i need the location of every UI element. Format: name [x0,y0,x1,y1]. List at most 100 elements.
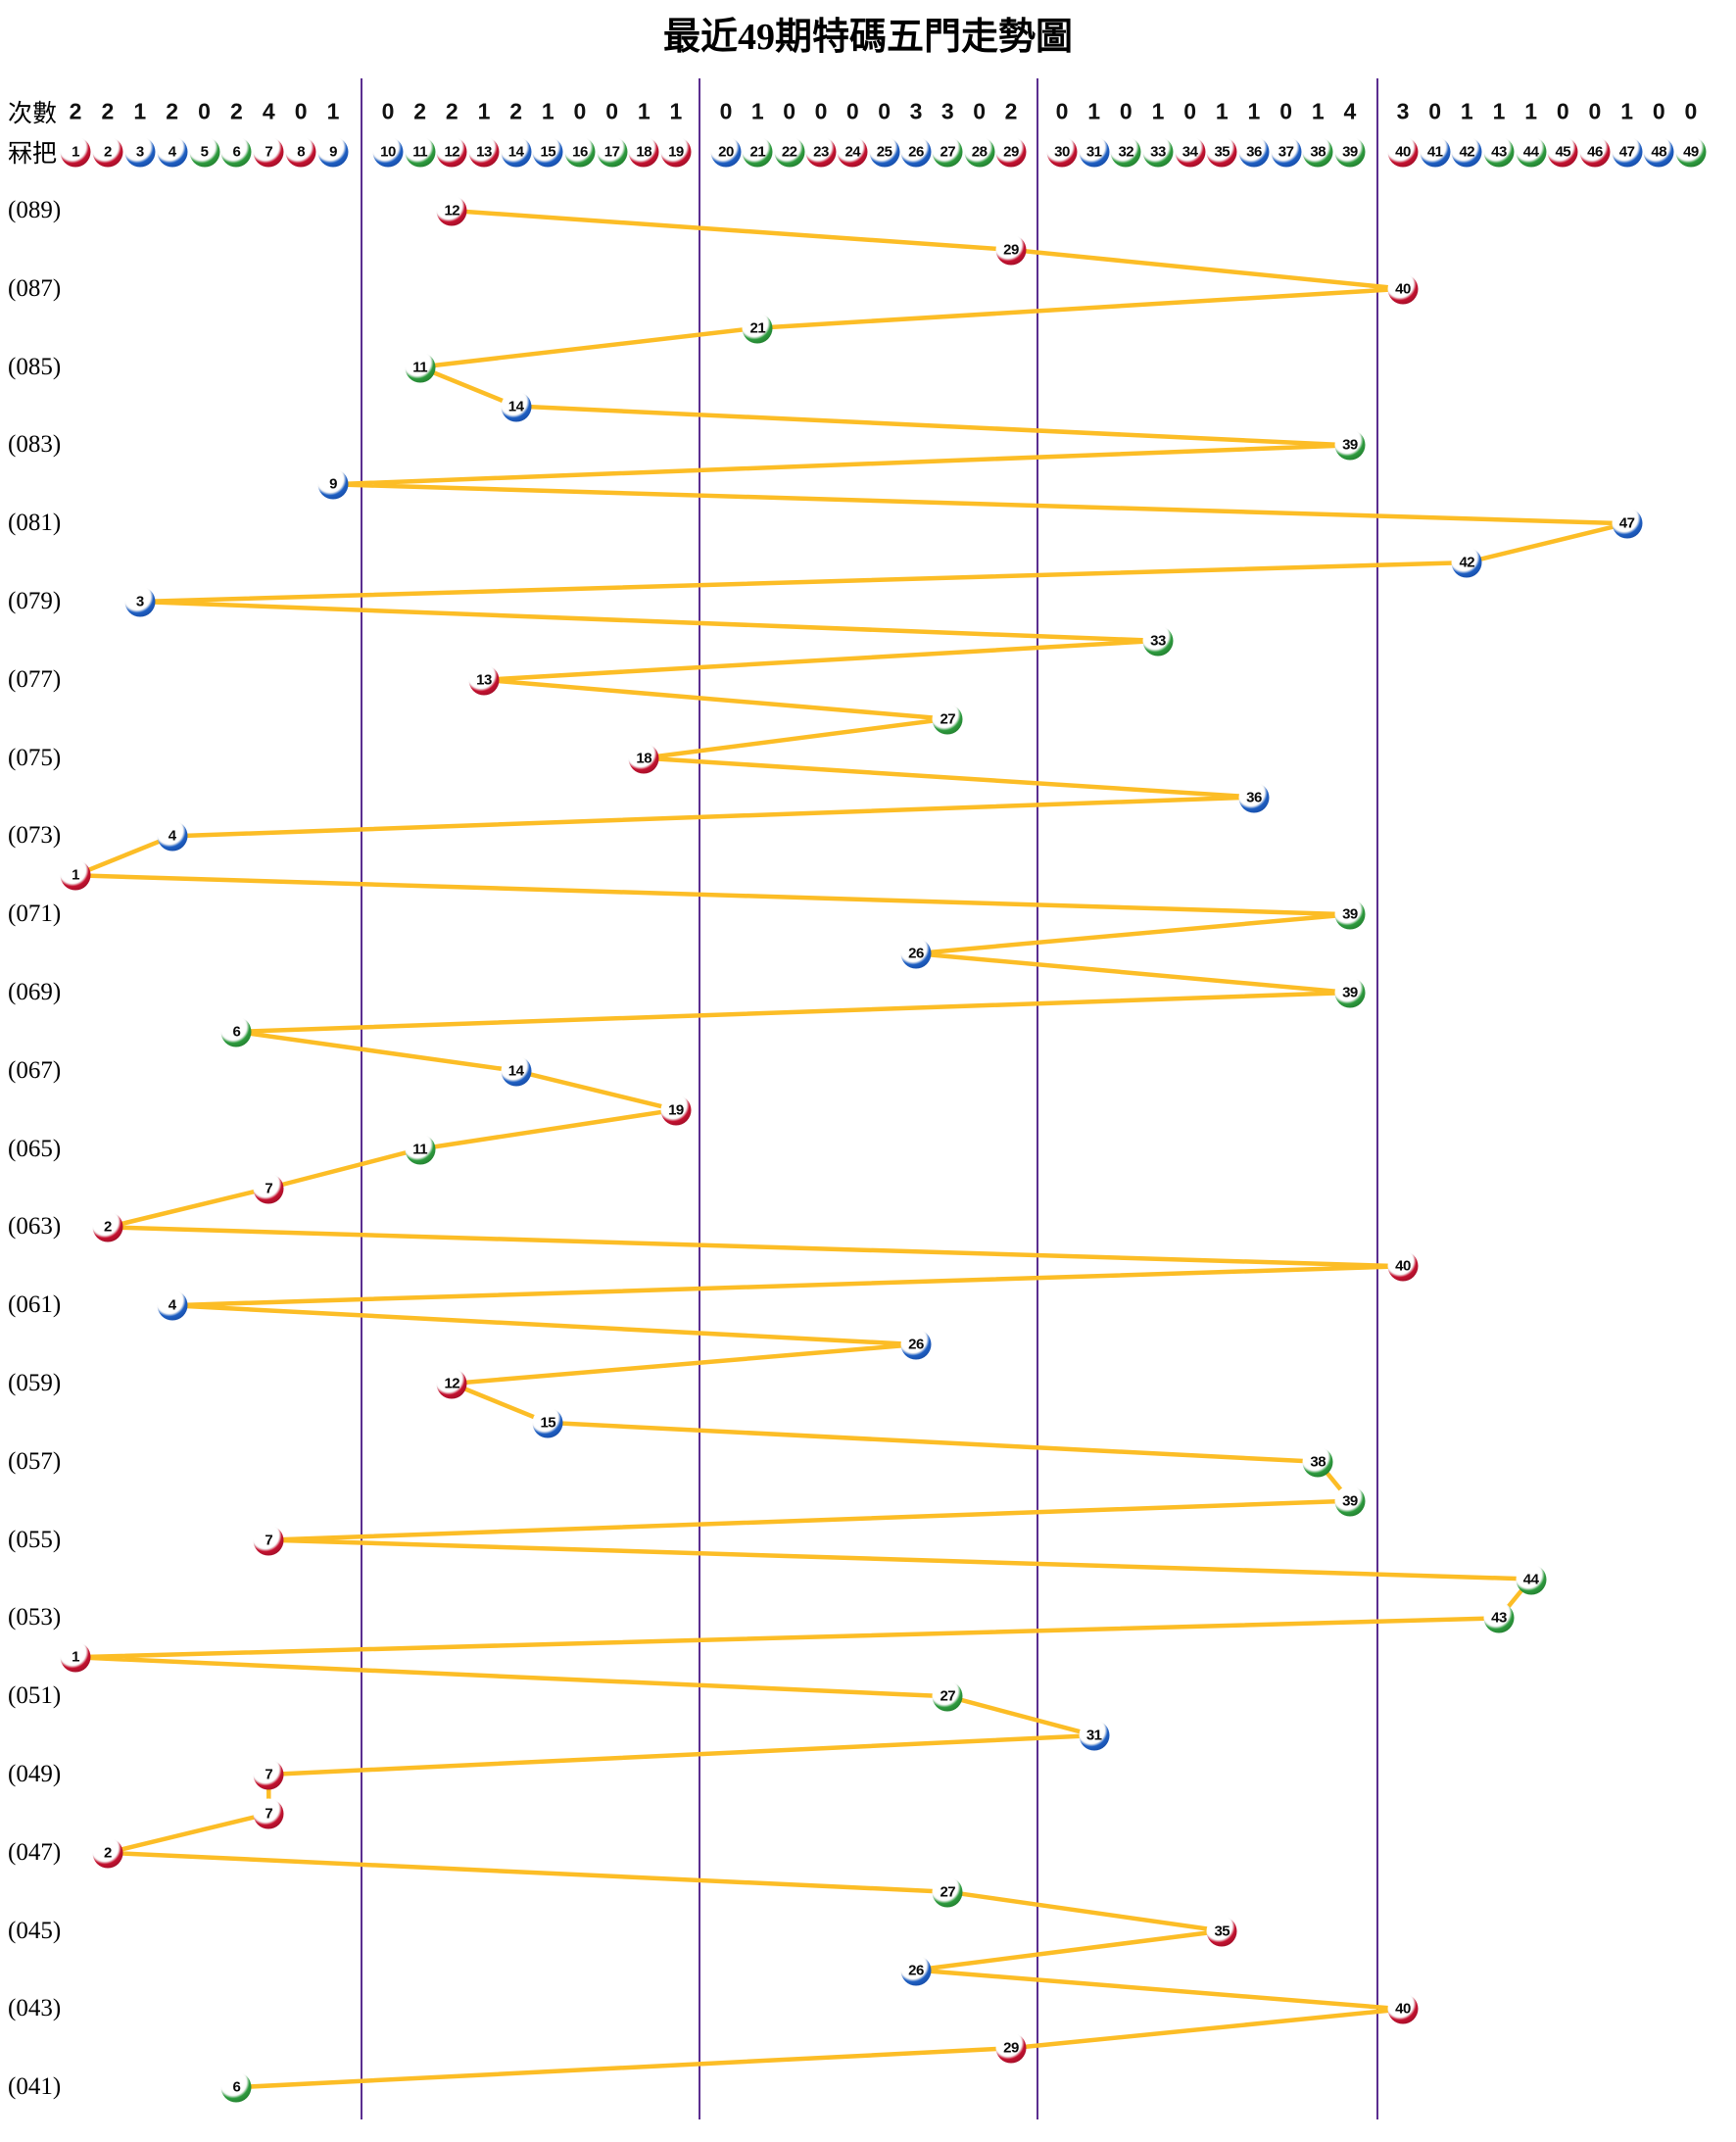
count-value-2: 2 [101,98,115,124]
group-divider-4 [1376,78,1378,2119]
period-label-55: (055) [8,1526,62,1553]
point-ball-period-61: 4 [157,1290,188,1321]
point-ball-period-68: 6 [220,1016,252,1047]
count-value-19: 1 [669,98,683,124]
count-value-10: 0 [381,98,395,124]
period-label-47: (047) [8,1838,62,1866]
period-label-77: (077) [8,665,62,693]
count-value-31: 1 [1087,98,1101,124]
point-ball-period-76: 27 [932,704,963,735]
point-ball-period-77: 13 [468,664,500,696]
count-value-27: 3 [940,98,954,124]
header-number-ball-13: 13 [468,136,500,168]
count-value-45: 0 [1556,98,1569,124]
point-ball-period-72: 1 [60,859,91,891]
count-value-35: 1 [1215,98,1229,124]
point-ball-period-58: 15 [532,1407,563,1438]
point-ball-period-46: 27 [932,1876,963,1908]
period-label-49: (049) [8,1761,62,1787]
count-value-14: 2 [509,98,523,124]
header-number-ball-9: 9 [317,136,349,168]
point-ball-period-53: 43 [1483,1602,1515,1633]
count-value-3: 1 [133,98,147,124]
header-number-ball-16: 16 [564,136,596,168]
count-value-13: 1 [477,98,491,124]
point-ball-period-45: 35 [1206,1916,1237,1947]
point-ball-period-69: 39 [1334,977,1366,1008]
point-ball-period-55: 7 [253,1525,284,1556]
count-value-28: 0 [973,98,987,124]
count-value-32: 0 [1119,98,1133,124]
header-number-ball-20: 20 [710,136,742,168]
point-ball-period-57: 38 [1302,1446,1333,1478]
count-value-9: 1 [326,98,340,124]
point-ball-period-75: 18 [628,743,659,774]
count-value-47: 1 [1620,98,1634,124]
header-number-ball-43: 43 [1483,136,1515,168]
chart-title: 最近49期特碼五門走勢圖 [662,17,1073,58]
point-ball-period-83: 39 [1334,429,1366,461]
period-label-69: (069) [8,979,62,1005]
header-number-ball-38: 38 [1302,136,1333,168]
period-label-53: (053) [8,1604,62,1631]
header-number-ball-8: 8 [285,136,316,168]
header-number-ball-23: 23 [805,136,837,168]
header-number-ball-17: 17 [597,136,628,168]
period-label-45: (045) [8,1917,62,1944]
count-value-15: 1 [541,98,555,124]
count-value-41: 0 [1428,98,1442,124]
point-ball-period-50: 31 [1079,1720,1110,1751]
header-number-ball-14: 14 [501,136,532,168]
point-ball-period-42: 29 [995,2032,1027,2064]
header-number-ball-27: 27 [932,136,963,168]
point-ball-period-65: 11 [405,1134,436,1165]
point-ball-period-73: 4 [157,820,188,852]
point-ball-period-51: 27 [932,1680,963,1712]
period-label-41: (041) [8,2073,62,2101]
period-label-51: (051) [8,1682,62,1710]
header-number-ball-45: 45 [1547,136,1578,168]
header-number-ball-35: 35 [1206,136,1237,168]
header-number-ball-33: 33 [1142,136,1174,168]
count-value-37: 0 [1279,98,1293,124]
count-value-30: 0 [1055,98,1069,124]
header-number-ball-7: 7 [253,136,284,168]
header-number-ball-21: 21 [742,136,773,168]
point-ball-period-56: 39 [1334,1485,1366,1517]
header-number-ball-6: 6 [220,136,252,168]
point-ball-period-78: 33 [1142,625,1174,657]
header-number-ball-25: 25 [869,136,900,168]
count-value-6: 2 [229,98,243,124]
point-ball-period-64: 7 [253,1173,284,1203]
count-value-33: 1 [1151,98,1165,124]
count-value-42: 1 [1460,98,1473,124]
count-value-40: 3 [1396,98,1410,124]
header-number-ball-37: 37 [1271,136,1302,168]
count-value-8: 0 [294,98,308,124]
count-value-20: 0 [719,98,733,124]
point-ball-period-82: 9 [317,468,349,500]
counts-row-label: 次數 [8,100,58,127]
point-ball-period-48: 7 [253,1798,284,1829]
period-label-63: (063) [8,1213,62,1241]
header-number-ball-24: 24 [837,136,868,168]
count-value-34: 0 [1183,98,1197,124]
period-label-61: (061) [8,1291,62,1319]
header-number-ball-49: 49 [1675,136,1707,168]
header-number-ball-44: 44 [1516,136,1547,168]
count-value-16: 0 [573,98,587,124]
point-ball-period-80: 42 [1451,547,1482,578]
header-number-ball-32: 32 [1110,136,1141,168]
count-value-23: 0 [814,98,828,124]
header-number-ball-5: 5 [189,136,219,168]
count-value-12: 2 [445,98,458,124]
period-label-83: (083) [8,431,62,459]
header-number-ball-22: 22 [774,136,805,168]
period-label-71: (071) [8,901,62,928]
period-label-65: (065) [8,1135,62,1162]
header-number-ball-3: 3 [124,136,156,168]
point-ball-period-84: 14 [501,391,532,421]
header-number-ball-40: 40 [1387,136,1419,168]
point-ball-period-59: 12 [436,1368,467,1399]
header-number-ball-30: 30 [1046,136,1078,168]
